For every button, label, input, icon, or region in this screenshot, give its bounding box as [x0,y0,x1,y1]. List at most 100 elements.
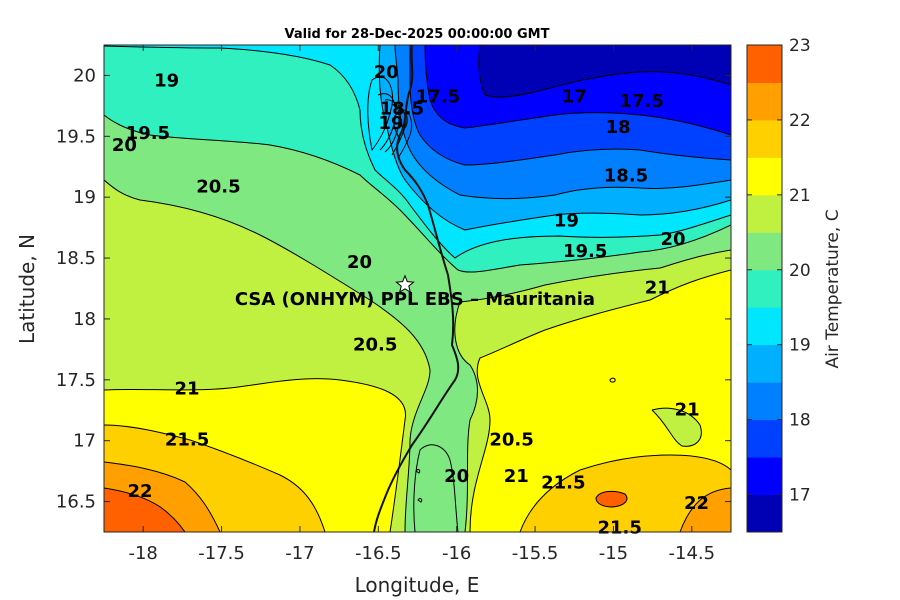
colorbar-frame [746,44,783,533]
y-tick-label: 18.5 [56,248,96,269]
x-tick-label: -15.5 [512,543,559,564]
contour-label: 21.5 [165,430,209,451]
contour-label: 22 [684,493,709,514]
contour-label: 20 [112,135,137,156]
contour-label: 20 [444,466,469,487]
band-20-pocket-south [413,444,458,532]
band-22.5-23-west [104,488,185,532]
contour-line [397,109,413,159]
contour-line [104,424,326,532]
contour-line [384,99,400,153]
contour-line [595,490,628,508]
contour-label: 18 [606,117,631,138]
contour-line [454,249,731,532]
contour-line [104,114,731,273]
chart-title: Valid for 28-Dec-2025 00:00:00 GMT [285,27,550,42]
contour-line [378,45,731,231]
contour-line [413,444,459,532]
colorbar-segment [747,494,782,533]
colorbar-segment [747,419,782,458]
colorbar-segment [747,457,782,496]
y-tick-label: 19 [73,187,96,208]
temperature-bands [104,45,731,532]
x-tick-label: -16 [442,543,471,564]
colorbar-tick-label: 21 [789,186,811,206]
contour-line [367,76,394,152]
contour-line [104,461,221,532]
contour-line [391,104,406,156]
contour-label: 22 [128,481,153,502]
y-tick-label: 17.5 [56,370,96,391]
contour-label: 18.5 [380,99,424,120]
band-22.5-23-east [596,491,627,507]
contour-line [651,407,702,447]
contour-label: 17 [562,86,587,107]
contour-line [469,269,731,532]
contour-line [104,487,186,532]
contour-label: 21 [504,466,529,487]
coastline [373,45,460,532]
y-tick-label: 19.5 [56,126,96,147]
y-tick-label: 17 [73,431,96,452]
contour-label: 19 [378,113,403,134]
colorbar [747,45,782,533]
contour-line [104,378,406,532]
colorbar-segment [747,344,782,383]
contour-lines [104,45,731,532]
colorbar-segment [747,82,782,121]
colorbar-ticks: 17 18 19 20 21 22 23 [747,36,811,506]
band-22-22.5-east [680,488,731,532]
x-tick-label: -14.5 [669,543,716,564]
contour-label: 20 [660,229,685,250]
colorbar-segment [747,307,782,346]
contour-line [409,45,731,166]
colorbar-segment [747,382,782,421]
colorbar-tick-label: 20 [789,261,811,281]
x-axis: -18 -17.5 -17 -16.5 -16 -15.5 -15 -14.5 [128,45,715,564]
contour-label: 21 [675,399,700,420]
colorbar-segment [747,119,782,158]
contour-label: 21.5 [541,472,585,493]
colorbar-segment [747,232,782,271]
y-tick-label: 20 [73,65,96,86]
contour-line [424,45,731,136]
site-star-icon [395,274,415,294]
band-20.5-pocket-east [652,408,702,447]
colorbar-segment [747,157,782,196]
x-axis-label: Longitude, E [355,573,480,597]
site-marker-group: CSA (ONHYM) PPL EBS – Mauritania [235,274,595,310]
contour-label: 17.5 [619,91,663,112]
colorbar-tick-label: 22 [789,111,811,131]
contour-label: 18.5 [604,165,648,186]
coastline-inlet [393,110,408,141]
plot-area [104,45,731,532]
y-axis-label: Latitude, N [15,234,39,344]
colorbar-segment [747,194,782,233]
contour-line [415,469,421,474]
colorbar-tick-label: 17 [789,486,811,506]
colorbar-segment [747,269,782,308]
contour-line [609,377,616,383]
colorbar-segment [747,45,782,83]
contour-label: 19.5 [563,241,607,262]
band-16.5-17 [478,45,731,98]
plot-frame [103,44,732,533]
y-tick-label: 16.5 [56,492,96,513]
contour-label: 19 [154,71,179,92]
contour-line [394,45,731,200]
contour-label: 21 [175,379,200,400]
contour-label: 20 [347,252,372,273]
contour-label: 21 [645,278,670,299]
contour-label: 20.5 [196,176,240,197]
contour-line [377,93,397,151]
colorbar-tick-label: 18 [789,411,811,431]
x-tick-label: -15 [599,543,628,564]
contour-line [104,45,731,259]
contour-label: 17.5 [416,86,460,107]
contour-label: 21.5 [597,517,641,538]
colorbar-tick-label: 23 [789,36,811,56]
contour-label: 20.5 [353,335,397,356]
contour-label: 20.5 [489,430,533,451]
